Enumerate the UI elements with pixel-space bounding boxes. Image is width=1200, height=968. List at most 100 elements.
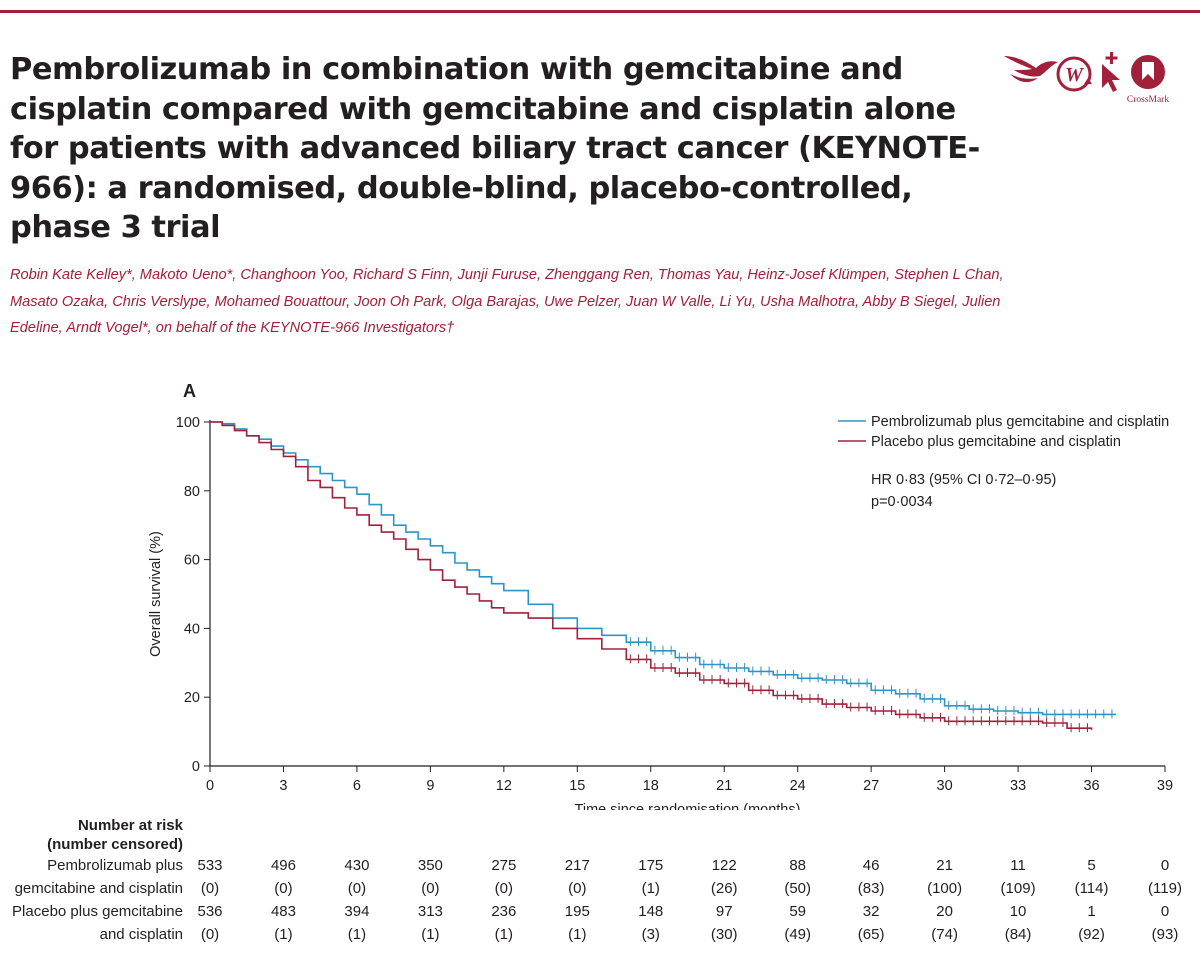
x-tick-label: 18 <box>643 778 659 794</box>
risk-count-cell: 313 <box>417 903 443 920</box>
risk-count-cell: 350 <box>417 857 443 874</box>
x-tick-label: 39 <box>1157 778 1173 794</box>
risk-row-label: and cisplatin <box>99 926 183 943</box>
risk-count-cell: 122 <box>711 857 737 874</box>
legend-label: Placebo plus gemcitabine and cisplatin <box>871 434 1121 450</box>
x-tick-label: 24 <box>790 778 806 794</box>
x-axis-label: Time since randomisation (months) <box>575 802 801 810</box>
risk-censored-cell: (1) <box>568 926 587 943</box>
risk-censored-cell: (3) <box>641 926 660 943</box>
risk-censored-cell: (50) <box>784 880 812 897</box>
crossmark-label: CrossMark <box>1127 95 1169 105</box>
risk-count-cell: 88 <box>789 857 807 874</box>
x-tick-label: 3 <box>279 778 287 794</box>
cursor-plus-icon <box>1102 52 1120 92</box>
risk-censored-cell: (30) <box>710 926 738 943</box>
survival-curve-placebo <box>210 421 1093 730</box>
risk-censored-cell: (100) <box>927 880 963 897</box>
x-tick-label: 33 <box>1010 778 1026 794</box>
risk-count-cell: 148 <box>638 903 664 920</box>
x-tick-label: 0 <box>206 778 214 794</box>
risk-count-cell: 20 <box>936 903 953 920</box>
risk-censored-cell: (65) <box>857 926 885 943</box>
x-tick-label: 12 <box>496 778 512 794</box>
risk-censored-cell: (1) <box>421 926 440 943</box>
risk-count-cell: 10 <box>1009 903 1027 920</box>
risk-count-cell: 483 <box>270 903 296 920</box>
risk-count-cell: 275 <box>491 857 517 874</box>
panel-label: A <box>183 381 196 401</box>
risk-censored-cell: (0) <box>494 880 514 897</box>
risk-censored-cell: (93) <box>1151 926 1179 943</box>
y-tick-label: 40 <box>184 621 200 637</box>
risk-censored-cell: (109) <box>1000 880 1036 897</box>
risk-count-cell: 536 <box>197 903 223 920</box>
risk-censored-cell: (114) <box>1074 880 1109 897</box>
risk-censored-cell: (0) <box>347 880 367 897</box>
x-tick-label: 9 <box>426 778 434 794</box>
x-tick-label: 6 <box>353 778 361 794</box>
risk-count-cell: 21 <box>936 857 953 874</box>
survival-curve-pembrolizumab <box>210 421 1116 716</box>
p-value-annotation: p=0·0034 <box>871 494 933 510</box>
risk-censored-cell: (74) <box>931 926 958 943</box>
risk-count-cell: 0 <box>1160 857 1170 874</box>
risk-count-cell: 394 <box>344 903 370 920</box>
x-tick-label: 36 <box>1083 778 1099 794</box>
risk-censored-cell: (84) <box>1004 926 1032 943</box>
risk-censored-cell: (83) <box>857 880 885 897</box>
x-tick-label: 27 <box>863 778 879 794</box>
y-tick-label: 0 <box>192 759 200 775</box>
risk-header-line1: Number at risk <box>77 817 183 834</box>
risk-count-cell: 175 <box>638 857 664 874</box>
risk-censored-cell: (0) <box>200 880 220 897</box>
y-tick-label: 60 <box>184 553 200 569</box>
x-tick-label: 21 <box>716 778 732 794</box>
number-at-risk-table: Number at risk (number censored) Pembrol… <box>0 810 1200 968</box>
risk-censored-cell: (1) <box>274 926 293 943</box>
risk-censored-cell: (49) <box>784 926 812 943</box>
risk-count-cell: 430 <box>344 857 370 874</box>
y-tick-label: 20 <box>184 690 200 706</box>
author-list: Robin Kate Kelley*, Makoto Ueno*, Changh… <box>10 267 1004 336</box>
risk-censored-cell: (1) <box>347 926 367 943</box>
risk-censored-cell: (0) <box>274 880 293 897</box>
y-axis-label: Overall survival (%) <box>148 531 164 657</box>
risk-censored-cell: (0) <box>421 880 440 897</box>
risk-count-cell: 46 <box>862 857 880 874</box>
risk-count-cell: 195 <box>564 903 590 920</box>
risk-count-cell: 236 <box>491 903 517 920</box>
risk-censored-cell: (26) <box>710 880 738 897</box>
risk-count-cell: 5 <box>1087 857 1096 874</box>
hazard-ratio-annotation: HR 0·83 (95% CI 0·72–0·95) <box>871 472 1056 488</box>
risk-count-cell: 0 <box>1160 903 1170 920</box>
risk-count-cell: 11 <box>1010 857 1026 874</box>
risk-count-cell: 533 <box>197 857 223 874</box>
risk-censored-cell: (119) <box>1148 880 1182 897</box>
publisher-icons: W CrossMark <box>1000 44 1190 114</box>
risk-censored-cell: (92) <box>1078 926 1105 943</box>
article-title: Pembrolizumab in combination with gemcit… <box>10 52 980 245</box>
risk-count-cell: 217 <box>564 857 590 874</box>
x-tick-label: 15 <box>569 778 585 794</box>
risk-count-cell: 496 <box>270 857 296 874</box>
swallow-icon <box>1004 56 1058 83</box>
chart-legend: Pembrolizumab plus gemcitabine and cispl… <box>838 414 1169 450</box>
y-tick-label: 100 <box>176 415 200 431</box>
risk-count-cell: 32 <box>862 903 880 920</box>
y-tick-label: 80 <box>184 484 200 500</box>
crossmark-icon: CrossMark <box>1127 55 1169 105</box>
risk-censored-cell: (1) <box>494 926 514 943</box>
x-tick-label: 30 <box>937 778 953 794</box>
web-extra-icon: W <box>1056 56 1092 92</box>
risk-censored-cell: (0) <box>568 880 587 897</box>
risk-row-label: gemcitabine and cisplatin <box>14 880 183 897</box>
risk-row-label: Placebo plus gemcitabine <box>12 903 183 920</box>
risk-count-cell: 97 <box>715 903 733 920</box>
chart-series <box>210 421 1116 733</box>
risk-censored-cell: (1) <box>641 880 660 897</box>
risk-count-cell: 59 <box>789 903 807 920</box>
risk-censored-cell: (0) <box>200 926 220 943</box>
